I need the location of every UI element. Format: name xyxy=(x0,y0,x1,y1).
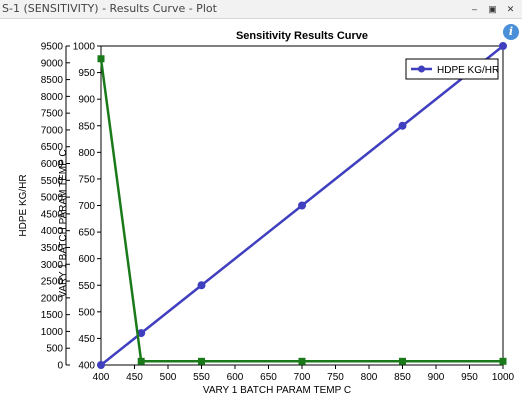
y-right-tick-label: 950 xyxy=(78,68,95,79)
y-left-tick-label: 3500 xyxy=(41,243,64,254)
y-right-tick-label: 400 xyxy=(78,361,95,372)
y-left-tick-label: 500 xyxy=(46,344,63,355)
series-point-1 xyxy=(499,42,507,50)
y-left-tick-label: 5500 xyxy=(41,176,64,187)
x-tick-label: 600 xyxy=(227,372,244,383)
y-left-tick-label: 8500 xyxy=(41,75,64,86)
series-point-2 xyxy=(298,357,306,365)
x-tick-label: 500 xyxy=(160,372,177,383)
window-controls: ‒ ▣ ✕ xyxy=(467,2,518,16)
y-right-tick-label: 600 xyxy=(78,254,95,265)
x-tick-label: 1000 xyxy=(492,372,515,383)
y-left-tick-label: 4000 xyxy=(41,226,64,237)
series-point-2 xyxy=(399,357,406,365)
y-left-tick-label: 7500 xyxy=(41,109,64,120)
y-left-tick-label: 5000 xyxy=(41,193,64,204)
y-left-tick-label: 0 xyxy=(57,361,63,372)
x-tick-label: 900 xyxy=(428,372,445,383)
y-left-tick-label: 6500 xyxy=(41,142,64,153)
legend-label: HDPE KG/HR xyxy=(437,65,499,76)
y-left-tick-label: 2500 xyxy=(41,277,64,288)
close-button[interactable]: ✕ xyxy=(506,4,515,14)
restore-button[interactable]: ▣ xyxy=(488,4,497,14)
x-tick-label: 950 xyxy=(461,372,478,383)
window-title: S-1 (SENSITIVITY) - Results Curve - Plot xyxy=(2,2,217,15)
y-left-tick-label: 2000 xyxy=(41,293,64,304)
chart-title: Sensitivity Results Curve xyxy=(236,30,368,42)
y-right-tick-label: 450 xyxy=(78,334,95,345)
y-left-tick-label: 4500 xyxy=(41,209,64,220)
x-tick-label: 550 xyxy=(193,372,210,383)
y-left-tick-label: 6000 xyxy=(41,159,64,170)
series-point-1 xyxy=(197,281,206,290)
series-point-2 xyxy=(137,357,145,365)
y-right-tick-label: 700 xyxy=(78,201,95,212)
series-point-2 xyxy=(97,55,105,63)
x-tick-label: 850 xyxy=(394,372,411,383)
x-tick-label: 650 xyxy=(260,372,277,383)
legend-swatch-marker xyxy=(418,65,425,73)
chart-area: Sensitivity Results Curve 400 450 500 550 600… xyxy=(0,19,522,410)
minimize-button[interactable]: ‒ xyxy=(471,4,477,14)
y-left-tick-label: 1000 xyxy=(41,327,64,338)
x-axis-label: VARY 1 BATCH PARAM TEMP C xyxy=(203,385,351,396)
y-left-tick-label: 9000 xyxy=(41,58,64,69)
y-right-tick-label: 500 xyxy=(78,307,95,318)
x-tick-label: 750 xyxy=(327,372,344,383)
y-left-tick-label: 8000 xyxy=(41,92,64,103)
y-right-tick-label: 750 xyxy=(78,174,95,185)
y-right-tick-label: 1000 xyxy=(73,42,96,53)
y-right-tick-label: 900 xyxy=(78,95,95,106)
y-left-tick-label: 1500 xyxy=(41,310,64,321)
x-tick-label: 700 xyxy=(294,372,311,383)
y-right-tick-label: 850 xyxy=(78,121,95,132)
series-line-1 xyxy=(100,45,504,366)
legend-box xyxy=(405,58,499,80)
x-tick-label: 800 xyxy=(361,372,378,383)
info-icon[interactable]: i xyxy=(503,24,519,40)
series-point-1 xyxy=(298,201,306,210)
series-point-1 xyxy=(398,121,407,130)
y-left-axis-label: HDPE KG/HR xyxy=(18,174,29,236)
series-point-2 xyxy=(198,357,205,365)
y-left-tick-label: 9500 xyxy=(41,42,64,53)
y-left-tick-label: 7000 xyxy=(41,125,64,136)
series-point-1 xyxy=(97,361,105,369)
sensitivity-chart: Sensitivity Results Curve 400 450 500 550 600… xyxy=(18,30,515,396)
series-line-2 xyxy=(99,58,503,363)
y-right-tick-label: 550 xyxy=(78,281,95,292)
series-point-2 xyxy=(499,357,507,365)
y-right-tick-label: 800 xyxy=(78,148,95,159)
y-left-tick-label: 3000 xyxy=(41,260,64,271)
title-bar: S-1 (SENSITIVITY) - Results Curve - Plot… xyxy=(0,0,522,19)
x-tick-label: 400 xyxy=(93,372,110,383)
y-right-axis-label: VARY 1 BATCH PARAM TEMP C xyxy=(58,149,69,297)
y-right-tick-label: 650 xyxy=(78,228,95,239)
x-tick-label: 450 xyxy=(126,372,143,383)
